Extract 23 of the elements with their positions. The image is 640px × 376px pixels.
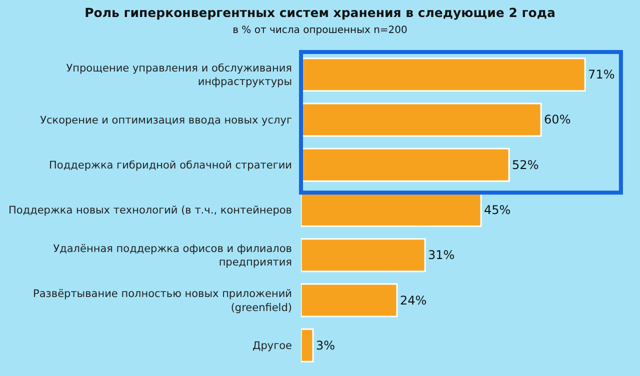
bar (301, 238, 426, 272)
data-label: 45% (484, 203, 511, 217)
bar (301, 102, 542, 137)
data-label: 3% (316, 338, 336, 352)
bar (301, 328, 314, 362)
y-tick-label: Упрощение управления и обслуживания инфраструктуры (66, 62, 292, 88)
data-label: 31% (428, 248, 455, 262)
y-tick-label: Поддержка новых технологий (в т.ч., контейнеров (8, 204, 292, 217)
data-label: 71% (588, 68, 615, 82)
data-label: 60% (544, 112, 571, 127)
chart-title: Роль гиперконвергентных систем хранения в следующие 2 года (84, 4, 556, 20)
y-tick-label: Ускорение и оптимизация ввода новых услуг (40, 114, 292, 126)
y-tick-label: Развёртывание полностью новых приложений (greenfield) (33, 288, 292, 314)
data-label: 52% (512, 158, 539, 172)
bar (301, 148, 510, 182)
bar (301, 283, 398, 318)
data-label: 24% (400, 293, 427, 308)
bar (301, 58, 586, 92)
y-tick-label: Другое (252, 340, 292, 352)
bar (301, 193, 482, 227)
y-tick-label: Удалённая поддержка офисов и филиалов предприятия (53, 242, 292, 269)
y-tick-label: Поддержка гибридной облачной стратегии (49, 160, 292, 172)
chart-subtitle: в % от числа опрошенных n=200 (232, 25, 408, 36)
